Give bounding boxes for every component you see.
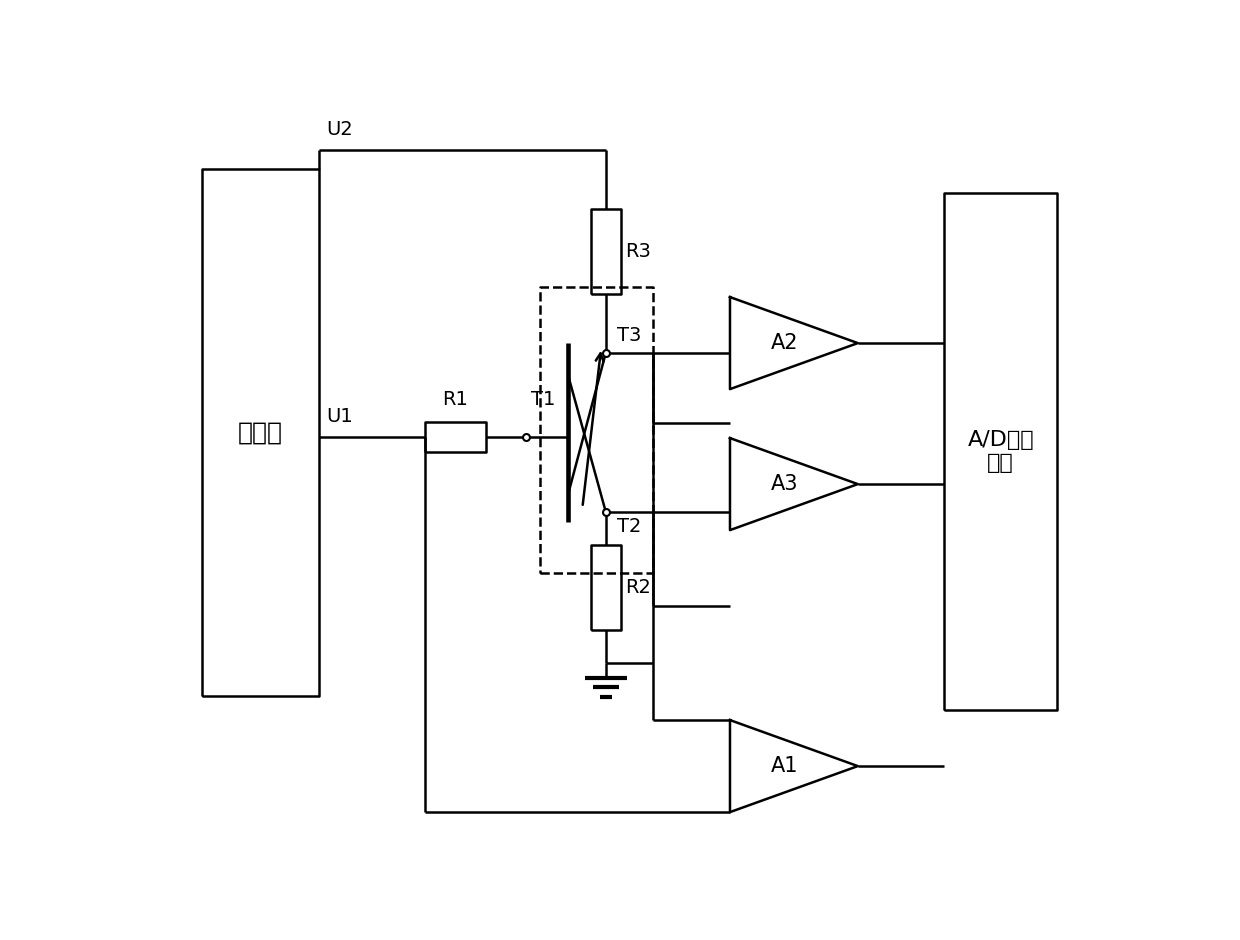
Text: T2: T2 — [618, 517, 641, 536]
Text: A2: A2 — [770, 333, 799, 353]
Text: U2: U2 — [326, 120, 353, 139]
Text: A3: A3 — [770, 474, 799, 494]
Text: A1: A1 — [770, 756, 799, 776]
Text: R1: R1 — [443, 390, 469, 409]
Text: 缓冲级: 缓冲级 — [238, 420, 283, 445]
Text: R3: R3 — [625, 242, 651, 261]
Text: T1: T1 — [531, 390, 556, 409]
Text: T3: T3 — [618, 326, 641, 345]
Text: A/D转换
模块: A/D转换 模块 — [967, 430, 1034, 473]
Text: U1: U1 — [326, 407, 353, 426]
Text: R2: R2 — [625, 578, 651, 597]
